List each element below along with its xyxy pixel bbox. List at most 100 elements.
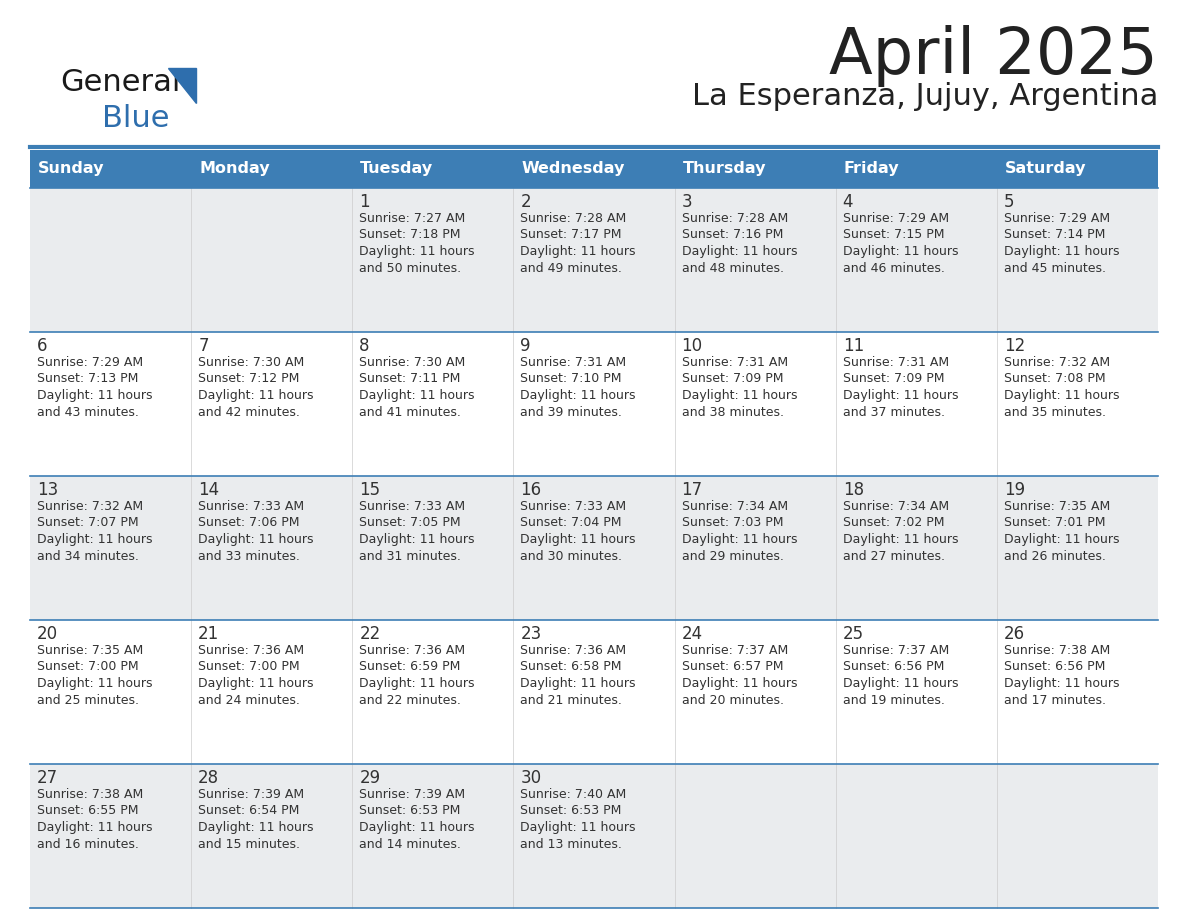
Text: Sunday: Sunday — [38, 162, 105, 176]
Text: Sunrise: 7:32 AM: Sunrise: 7:32 AM — [1004, 356, 1110, 369]
Text: and 48 minutes.: and 48 minutes. — [682, 262, 784, 274]
Text: Daylight: 11 hours: Daylight: 11 hours — [37, 677, 152, 690]
Text: 24: 24 — [682, 625, 702, 643]
Text: Daylight: 11 hours: Daylight: 11 hours — [1004, 677, 1119, 690]
Text: 6: 6 — [37, 337, 48, 355]
Text: and 25 minutes.: and 25 minutes. — [37, 693, 139, 707]
Text: Daylight: 11 hours: Daylight: 11 hours — [842, 677, 959, 690]
Text: Sunset: 7:15 PM: Sunset: 7:15 PM — [842, 229, 944, 241]
Text: 2: 2 — [520, 193, 531, 211]
Bar — [30, 620, 1158, 764]
Text: Daylight: 11 hours: Daylight: 11 hours — [37, 821, 152, 834]
Text: Sunset: 7:11 PM: Sunset: 7:11 PM — [359, 373, 461, 386]
Text: Sunset: 7:13 PM: Sunset: 7:13 PM — [37, 373, 138, 386]
Text: 17: 17 — [682, 481, 702, 499]
Text: Daylight: 11 hours: Daylight: 11 hours — [359, 677, 475, 690]
Text: Sunrise: 7:31 AM: Sunrise: 7:31 AM — [842, 356, 949, 369]
Text: 19: 19 — [1004, 481, 1025, 499]
Text: Daylight: 11 hours: Daylight: 11 hours — [520, 533, 636, 546]
Text: and 22 minutes.: and 22 minutes. — [359, 693, 461, 707]
Text: Sunset: 7:14 PM: Sunset: 7:14 PM — [1004, 229, 1105, 241]
Text: Sunrise: 7:38 AM: Sunrise: 7:38 AM — [1004, 644, 1110, 657]
Text: Wednesday: Wednesday — [522, 162, 625, 176]
Text: 25: 25 — [842, 625, 864, 643]
Text: Sunrise: 7:33 AM: Sunrise: 7:33 AM — [198, 500, 304, 513]
Text: Daylight: 11 hours: Daylight: 11 hours — [520, 821, 636, 834]
Text: and 50 minutes.: and 50 minutes. — [359, 262, 461, 274]
Text: Sunrise: 7:34 AM: Sunrise: 7:34 AM — [682, 500, 788, 513]
Text: Sunrise: 7:29 AM: Sunrise: 7:29 AM — [1004, 212, 1110, 225]
Text: Monday: Monday — [200, 162, 270, 176]
Text: Sunrise: 7:33 AM: Sunrise: 7:33 AM — [359, 500, 466, 513]
Text: Daylight: 11 hours: Daylight: 11 hours — [842, 245, 959, 258]
Text: 7: 7 — [198, 337, 209, 355]
Text: Sunset: 6:53 PM: Sunset: 6:53 PM — [520, 804, 621, 818]
Text: and 26 minutes.: and 26 minutes. — [1004, 550, 1106, 563]
Text: Tuesday: Tuesday — [360, 162, 434, 176]
Text: Sunrise: 7:31 AM: Sunrise: 7:31 AM — [520, 356, 626, 369]
Text: Sunrise: 7:35 AM: Sunrise: 7:35 AM — [1004, 500, 1110, 513]
Text: and 39 minutes.: and 39 minutes. — [520, 406, 623, 419]
Text: Sunrise: 7:36 AM: Sunrise: 7:36 AM — [198, 644, 304, 657]
Text: Daylight: 11 hours: Daylight: 11 hours — [37, 533, 152, 546]
Text: Sunset: 7:00 PM: Sunset: 7:00 PM — [37, 660, 139, 674]
Text: 26: 26 — [1004, 625, 1025, 643]
Text: Sunrise: 7:29 AM: Sunrise: 7:29 AM — [842, 212, 949, 225]
Text: and 14 minutes.: and 14 minutes. — [359, 837, 461, 850]
Text: General: General — [61, 68, 181, 97]
Text: and 17 minutes.: and 17 minutes. — [1004, 693, 1106, 707]
Text: Daylight: 11 hours: Daylight: 11 hours — [198, 389, 314, 402]
Text: and 42 minutes.: and 42 minutes. — [198, 406, 301, 419]
Bar — [30, 764, 1158, 908]
Text: Daylight: 11 hours: Daylight: 11 hours — [37, 389, 152, 402]
Text: and 33 minutes.: and 33 minutes. — [198, 550, 301, 563]
Text: and 19 minutes.: and 19 minutes. — [842, 693, 944, 707]
Text: and 24 minutes.: and 24 minutes. — [198, 693, 301, 707]
Text: Sunset: 7:09 PM: Sunset: 7:09 PM — [842, 373, 944, 386]
Text: Sunset: 7:17 PM: Sunset: 7:17 PM — [520, 229, 623, 241]
Text: 12: 12 — [1004, 337, 1025, 355]
Text: Sunset: 6:57 PM: Sunset: 6:57 PM — [682, 660, 783, 674]
Text: Sunset: 7:07 PM: Sunset: 7:07 PM — [37, 517, 139, 530]
Text: and 37 minutes.: and 37 minutes. — [842, 406, 944, 419]
Text: 3: 3 — [682, 193, 693, 211]
Text: Sunrise: 7:35 AM: Sunrise: 7:35 AM — [37, 644, 144, 657]
Text: Sunrise: 7:39 AM: Sunrise: 7:39 AM — [359, 788, 466, 801]
Text: La Esperanza, Jujuy, Argentina: La Esperanza, Jujuy, Argentina — [691, 82, 1158, 111]
Text: Sunrise: 7:38 AM: Sunrise: 7:38 AM — [37, 788, 144, 801]
Text: 14: 14 — [198, 481, 220, 499]
Text: Sunset: 6:58 PM: Sunset: 6:58 PM — [520, 660, 623, 674]
Text: Sunset: 7:03 PM: Sunset: 7:03 PM — [682, 517, 783, 530]
Text: Sunset: 7:18 PM: Sunset: 7:18 PM — [359, 229, 461, 241]
Text: Sunrise: 7:37 AM: Sunrise: 7:37 AM — [682, 644, 788, 657]
Text: and 30 minutes.: and 30 minutes. — [520, 550, 623, 563]
Text: Sunset: 7:00 PM: Sunset: 7:00 PM — [198, 660, 299, 674]
Text: Daylight: 11 hours: Daylight: 11 hours — [682, 245, 797, 258]
Text: Sunset: 6:59 PM: Sunset: 6:59 PM — [359, 660, 461, 674]
Text: 22: 22 — [359, 625, 380, 643]
Text: and 34 minutes.: and 34 minutes. — [37, 550, 139, 563]
Text: 30: 30 — [520, 769, 542, 787]
Text: and 43 minutes.: and 43 minutes. — [37, 406, 139, 419]
Polygon shape — [168, 68, 196, 103]
Text: Daylight: 11 hours: Daylight: 11 hours — [682, 533, 797, 546]
Text: Daylight: 11 hours: Daylight: 11 hours — [359, 821, 475, 834]
Text: 8: 8 — [359, 337, 369, 355]
Text: Sunrise: 7:40 AM: Sunrise: 7:40 AM — [520, 788, 627, 801]
Text: Sunrise: 7:29 AM: Sunrise: 7:29 AM — [37, 356, 143, 369]
Bar — [30, 476, 1158, 620]
Text: 10: 10 — [682, 337, 702, 355]
Text: 9: 9 — [520, 337, 531, 355]
Text: and 16 minutes.: and 16 minutes. — [37, 837, 139, 850]
Text: and 21 minutes.: and 21 minutes. — [520, 693, 623, 707]
Text: Daylight: 11 hours: Daylight: 11 hours — [682, 389, 797, 402]
Text: Daylight: 11 hours: Daylight: 11 hours — [520, 677, 636, 690]
Text: Sunrise: 7:27 AM: Sunrise: 7:27 AM — [359, 212, 466, 225]
Text: Sunrise: 7:28 AM: Sunrise: 7:28 AM — [520, 212, 627, 225]
Text: Daylight: 11 hours: Daylight: 11 hours — [1004, 245, 1119, 258]
Text: 18: 18 — [842, 481, 864, 499]
Text: Sunrise: 7:36 AM: Sunrise: 7:36 AM — [359, 644, 466, 657]
Text: Sunset: 6:54 PM: Sunset: 6:54 PM — [198, 804, 299, 818]
Text: Sunset: 7:06 PM: Sunset: 7:06 PM — [198, 517, 299, 530]
Text: and 46 minutes.: and 46 minutes. — [842, 262, 944, 274]
